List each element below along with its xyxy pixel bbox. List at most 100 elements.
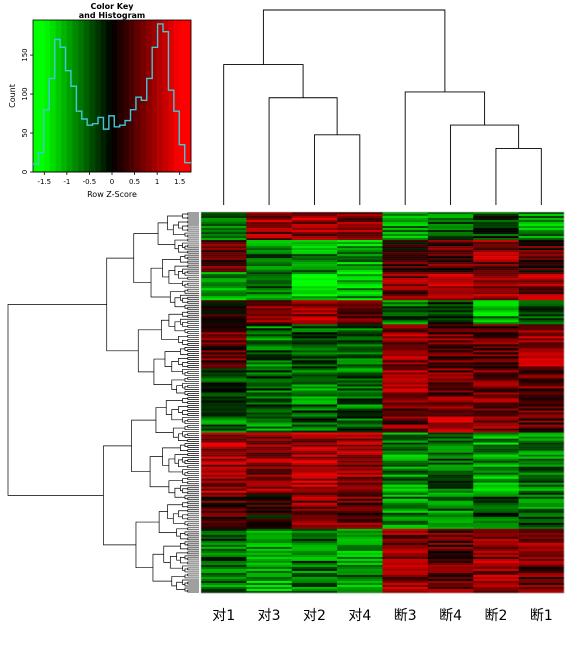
heatmap-cell — [246, 560, 292, 564]
dendrogram-branch — [187, 433, 199, 436]
heatmap-cell — [518, 566, 565, 570]
heatmap-cell — [518, 472, 565, 475]
heatmap-cell — [337, 512, 383, 516]
heatmap-cell — [382, 578, 429, 582]
heatmap-cell — [246, 310, 292, 313]
heatmap-cell — [382, 584, 429, 588]
heatmap-cell — [246, 326, 292, 329]
heatmap-cell — [246, 332, 292, 335]
heatmap-cell — [246, 238, 292, 241]
heatmap-cell — [246, 378, 292, 381]
heatmap-cell — [427, 426, 474, 429]
dendrogram-branch — [184, 460, 199, 465]
heatmap-cell — [201, 364, 247, 367]
color-key-band — [66, 20, 73, 172]
heatmap-cell — [337, 568, 383, 572]
heatmap-cell — [337, 410, 383, 413]
color-key-band — [123, 20, 130, 172]
heatmap-cell — [382, 264, 429, 267]
heatmap-cell — [382, 570, 429, 574]
heatmap-cell — [427, 486, 474, 489]
heatmap-cell — [427, 290, 474, 293]
heatmap-cell — [382, 586, 429, 590]
dendrogram-branch — [184, 531, 199, 536]
heatmap-cell — [201, 294, 247, 297]
heatmap-cell — [473, 222, 519, 225]
heatmap-cell — [246, 298, 292, 301]
heatmap-cell — [518, 500, 565, 504]
dendrogram-branch — [176, 581, 185, 590]
heatmap-cell — [518, 526, 565, 530]
heatmap-cell — [246, 344, 292, 347]
heatmap-cell — [246, 236, 292, 239]
heatmap-cell — [291, 298, 338, 301]
heatmap-cell — [473, 384, 519, 387]
heatmap-cell — [382, 546, 429, 550]
heatmap-cell — [337, 458, 383, 461]
heatmap-cell — [518, 542, 565, 546]
heatmap-cell — [382, 386, 429, 389]
heatmap-cell — [291, 486, 338, 489]
heatmap-cell — [291, 278, 338, 281]
column-dendrogram — [223, 9, 542, 205]
heatmap-cell — [201, 502, 247, 506]
heatmap-cell — [518, 590, 565, 594]
heatmap-cell — [427, 448, 474, 451]
heatmap-cell — [382, 326, 429, 329]
heatmap-cell — [246, 428, 292, 431]
dendrogram-branch — [187, 349, 199, 352]
dendrogram-branch — [178, 406, 188, 413]
heatmap-cell — [201, 504, 247, 508]
heatmap-cell — [201, 432, 247, 435]
heatmap-cell — [382, 474, 429, 477]
heatmap-cell — [201, 298, 247, 301]
dendrogram-branch — [172, 224, 185, 235]
dendrogram-branch — [184, 495, 199, 500]
heatmap-cell — [291, 492, 338, 495]
heatmap-cell — [201, 520, 247, 524]
heatmap-cell — [337, 306, 383, 309]
heatmap-cell — [427, 314, 474, 317]
heatmap-cell — [337, 456, 383, 459]
heatmap-cell — [427, 232, 474, 235]
heatmap-cell — [382, 212, 429, 215]
dendrogram-branch — [187, 296, 199, 300]
heatmap-cell — [291, 258, 338, 261]
heatmap-cell — [473, 298, 519, 301]
heatmap-cell — [473, 400, 519, 403]
heatmap-cell — [246, 232, 292, 235]
heatmap-cell — [382, 504, 429, 508]
dendrogram-branch — [180, 256, 188, 263]
heatmap-cell — [246, 244, 292, 247]
heatmap-cell — [201, 438, 247, 441]
heatmap-cell — [382, 306, 429, 309]
heatmap-cell — [246, 500, 292, 504]
heatmap-cell — [291, 214, 338, 217]
heatmap-cell — [337, 338, 383, 341]
dendrogram-branch — [187, 561, 199, 565]
heatmap-cell — [518, 324, 565, 327]
heatmap-cell — [473, 504, 519, 508]
heatmap-cell — [518, 286, 565, 289]
heatmap-cell — [291, 320, 338, 323]
heatmap-cell — [291, 236, 338, 239]
heatmap-cell — [382, 332, 429, 335]
heatmap-cell — [518, 372, 565, 375]
heatmap-cell — [427, 438, 474, 441]
color-key-band — [55, 20, 62, 172]
heatmap-cell — [473, 584, 519, 588]
heatmap-cell — [291, 356, 338, 359]
heatmap-cell — [518, 502, 565, 506]
heatmap-cell — [246, 248, 292, 251]
heatmap-cell — [473, 346, 519, 349]
heatmap-cell — [291, 428, 338, 431]
heatmap-cell — [291, 510, 338, 514]
heatmap-cell — [246, 416, 292, 419]
heatmap-cell — [246, 408, 292, 411]
heatmap-cell — [291, 536, 338, 540]
x-tick-label: -1 — [63, 178, 70, 186]
heatmap-cell — [473, 522, 519, 526]
heatmap-cell — [427, 266, 474, 269]
heatmap-cell — [246, 514, 292, 518]
heatmap-cell — [291, 240, 338, 243]
